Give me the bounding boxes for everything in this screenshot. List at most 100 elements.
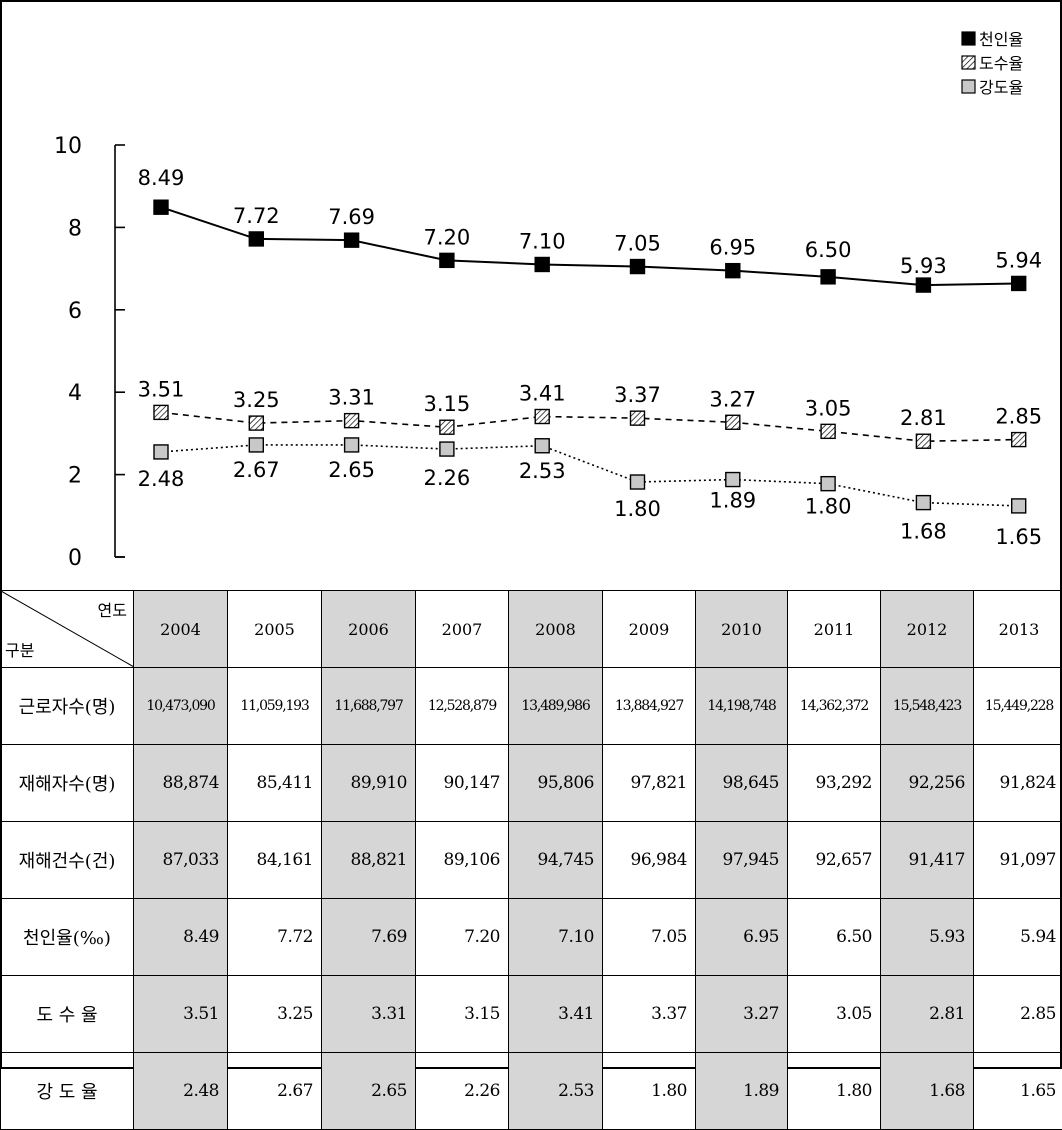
- table-cell: 15,449,228: [974, 668, 1062, 745]
- table-cell: 97,945: [696, 822, 788, 899]
- marker-dosuyul: [1012, 433, 1026, 447]
- table-cell: 7.05: [603, 899, 696, 976]
- table-cell: 12,528,879: [416, 668, 509, 745]
- legend-swatch: [962, 56, 975, 69]
- marker-cheoninyul: [821, 270, 835, 284]
- corner-label-year: 연도: [98, 597, 127, 621]
- y-tick-label: 10: [54, 134, 82, 159]
- table-cell: 3.27: [696, 976, 788, 1053]
- data-label-dosuyul: 3.15: [424, 392, 471, 416]
- marker-dosuyul: [345, 414, 359, 428]
- corner-label-category: 구분: [5, 637, 34, 661]
- marker-cheoninyul: [916, 278, 930, 292]
- table-cell: 1.89: [696, 1053, 788, 1130]
- table-cell: 3.15: [416, 976, 509, 1053]
- table-cell: 3.31: [322, 976, 416, 1053]
- table-cell: 11,688,797: [322, 668, 416, 745]
- marker-gangdoyul: [916, 496, 930, 510]
- table-cell: 95,806: [509, 745, 603, 822]
- row-label: 도 수 율: [1, 976, 134, 1053]
- marker-dosuyul: [440, 420, 454, 434]
- table-cell: 92,256: [881, 745, 974, 822]
- table-cell: 7.72: [228, 899, 322, 976]
- series-line-gangdoyul: [161, 445, 1019, 506]
- year-header: 2010: [696, 591, 788, 668]
- data-label-dosuyul: 3.37: [614, 383, 661, 407]
- data-label-gangdoyul: 2.53: [519, 459, 566, 483]
- legend-swatch: [962, 80, 975, 93]
- year-header: 2009: [603, 591, 696, 668]
- year-header: 2004: [134, 591, 228, 668]
- table-cell: 98,645: [696, 745, 788, 822]
- data-label-dosuyul: 2.81: [900, 406, 947, 430]
- data-label-cheoninyul: 7.20: [424, 225, 471, 249]
- table-cell: 2.67: [228, 1053, 322, 1130]
- table-cell: 6.50: [788, 899, 881, 976]
- data-label-gangdoyul: 1.80: [805, 495, 852, 519]
- y-tick-label: 4: [68, 381, 82, 406]
- table-cell: 13,489,986: [509, 668, 603, 745]
- table-cell: 1.68: [881, 1053, 974, 1130]
- series-line-cheoninyul: [161, 207, 1019, 285]
- marker-cheoninyul: [345, 233, 359, 247]
- table-cell: 3.41: [509, 976, 603, 1053]
- table-cell: 6.95: [696, 899, 788, 976]
- table-cell: 93,292: [788, 745, 881, 822]
- y-tick-label: 8: [68, 216, 82, 241]
- marker-dosuyul: [631, 411, 645, 425]
- table-cell: 91,417: [881, 822, 974, 899]
- table-cell: 1.80: [603, 1053, 696, 1130]
- legend-label: 천인율: [979, 30, 1023, 49]
- data-label-gangdoyul: 1.68: [900, 520, 947, 544]
- marker-cheoninyul: [1012, 276, 1026, 290]
- legend-swatch: [962, 32, 975, 45]
- table-cell: 2.65: [322, 1053, 416, 1130]
- year-header: 2012: [881, 591, 974, 668]
- marker-gangdoyul: [821, 477, 835, 491]
- data-label-dosuyul: 3.51: [138, 377, 185, 401]
- row-label: 천인율(‰): [1, 899, 134, 976]
- data-label-cheoninyul: 7.72: [233, 204, 280, 228]
- table-cell: 87,033: [134, 822, 228, 899]
- data-label-dosuyul: 2.85: [995, 405, 1042, 429]
- table-cell: 14,362,372: [788, 668, 881, 745]
- row-label: 강 도 율: [1, 1053, 134, 1130]
- y-tick-label: 2: [68, 464, 82, 489]
- table-cell: 11,059,193: [228, 668, 322, 745]
- data-label-gangdoyul: 1.80: [614, 497, 661, 521]
- series-line-dosuyul: [161, 412, 1019, 441]
- table-cell: 96,984: [603, 822, 696, 899]
- year-header: 2005: [228, 591, 322, 668]
- table-cell: 3.25: [228, 976, 322, 1053]
- data-label-cheoninyul: 5.94: [995, 248, 1042, 272]
- data-label-dosuyul: 3.27: [709, 387, 756, 411]
- year-header: 2007: [416, 591, 509, 668]
- table-cell: 14,198,748: [696, 668, 788, 745]
- data-label-dosuyul: 3.05: [805, 396, 852, 420]
- table-cell: 2.85: [974, 976, 1062, 1053]
- data-label-gangdoyul: 2.48: [138, 467, 185, 491]
- data-label-gangdoyul: 2.65: [328, 458, 375, 482]
- table-cell: 15,548,423: [881, 668, 974, 745]
- marker-gangdoyul: [249, 438, 263, 452]
- table-cell: 2.48: [134, 1053, 228, 1130]
- data-label-cheoninyul: 6.95: [709, 236, 756, 260]
- data-label-gangdoyul: 1.89: [709, 489, 756, 513]
- data-label-cheoninyul: 8.49: [138, 166, 185, 190]
- data-label-gangdoyul: 2.67: [233, 458, 280, 482]
- data-label-dosuyul: 3.25: [233, 388, 280, 412]
- table-cell: 84,161: [228, 822, 322, 899]
- table-cell: 1.80: [788, 1053, 881, 1130]
- table-cell: 3.05: [788, 976, 881, 1053]
- marker-gangdoyul: [1012, 499, 1026, 513]
- data-label-cheoninyul: 7.69: [328, 205, 375, 229]
- marker-dosuyul: [726, 415, 740, 429]
- marker-gangdoyul: [535, 439, 549, 453]
